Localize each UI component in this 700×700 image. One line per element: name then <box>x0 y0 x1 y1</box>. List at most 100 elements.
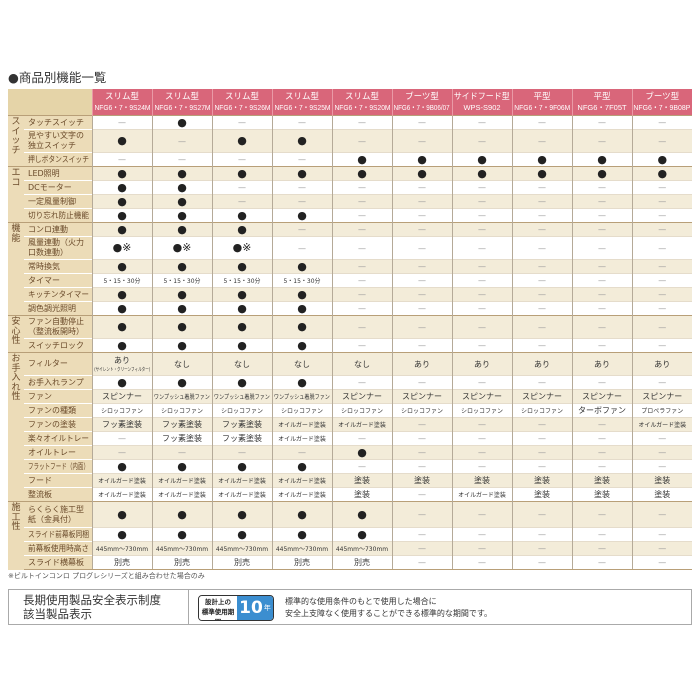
feature-no-cell: — <box>631 115 692 130</box>
feature-yes-cell: ● <box>91 166 152 181</box>
feature-yes-cell: ● <box>211 129 272 153</box>
feature-no-cell: — <box>211 194 272 209</box>
cell-value: プロペラファン <box>641 407 684 415</box>
cell-value: — <box>658 211 667 220</box>
cell-value: — <box>658 183 667 192</box>
feature-label: フード <box>28 475 52 485</box>
feature-label: スイッチロック <box>28 340 84 350</box>
cell-value: — <box>418 211 426 220</box>
column-header: ブーツ型 NFG6・7・9B08P <box>631 89 692 116</box>
cell-value: — <box>658 197 667 206</box>
cell-value: — <box>538 118 546 127</box>
cell-value: ● <box>117 287 127 301</box>
cell-value: — <box>358 462 366 471</box>
feature-label-cell: ファン <box>24 389 92 404</box>
feature-no-cell: — <box>91 115 152 130</box>
cell-value: — <box>658 262 667 271</box>
cell-value: — <box>598 341 606 350</box>
cell-value: 塗装 <box>474 476 490 485</box>
cell-value: オイルガード塗装 <box>638 421 687 429</box>
column-header: 平型 NFG6・7F05T <box>571 89 632 116</box>
feature-no-cell: — <box>331 431 392 446</box>
feature-yes-cell: ● <box>151 315 212 339</box>
cell-value: ● <box>177 320 187 333</box>
column-type: スリム型 <box>284 91 319 102</box>
feature-label: お手入れランプ <box>28 377 84 387</box>
cell-value: — <box>418 544 426 553</box>
feature-no-cell: — <box>391 301 452 316</box>
feature-no-cell: — <box>511 180 572 195</box>
cell-value: — <box>478 462 486 471</box>
feature-yes-cell: ● <box>211 315 272 339</box>
column-model: NFG6・7・9S26M <box>214 102 270 112</box>
feature-yes-cell: ● <box>451 152 512 167</box>
feature-no-cell: — <box>151 445 212 460</box>
value-cell: ●※ <box>151 236 212 260</box>
cell-value: オイルガード塗装 <box>278 421 326 429</box>
cell-value: シロッコファン <box>220 407 263 415</box>
column-type: スリム型 <box>164 91 199 102</box>
safety-heading: 長期使用製品安全表示制度 該当製品表示 <box>9 590 189 624</box>
feature-no-cell: — <box>631 527 692 542</box>
cell-value: 5・15・30分 <box>163 277 201 285</box>
cell-value: 塗装 <box>654 476 671 485</box>
cell-value: — <box>478 378 486 387</box>
cell-value: — <box>418 530 426 539</box>
column-header: サイドフード型 WPS-S902 <box>451 89 512 116</box>
cell-value: オイルガード塗装 <box>218 477 266 485</box>
cell-value: — <box>658 243 667 253</box>
cell-value: — <box>418 448 426 457</box>
feature-no-cell: — <box>631 236 692 260</box>
feature-no-cell: — <box>511 555 572 570</box>
feature-label: 整流板 <box>28 489 52 499</box>
value-cell: オイルガード塗装 <box>151 473 212 488</box>
cell-value: ● <box>657 152 668 166</box>
feature-no-cell: — <box>571 541 632 556</box>
feature-yes-cell: ● <box>211 501 272 528</box>
feature-yes-cell: ● <box>91 287 152 302</box>
feature-label: らくらく施工型紙（金具付） <box>28 504 84 524</box>
cell-value: ● <box>297 208 307 222</box>
cell-value: ● <box>117 301 127 315</box>
cell-value: ● <box>117 375 127 389</box>
feature-no-cell: — <box>391 501 452 528</box>
cell-value: — <box>118 155 126 164</box>
cell-value: フッ素塗装 <box>102 420 142 429</box>
column-header: ブーツ型 NFG6・7・9B06/07 <box>391 89 452 116</box>
cell-value: 塗装 <box>534 490 550 499</box>
section-label: エコ <box>8 166 24 223</box>
cell-value: あり <box>534 359 550 369</box>
feature-no-cell: — <box>571 459 632 474</box>
feature-yes-cell: ● <box>211 166 272 181</box>
feature-no-cell: — <box>451 417 512 432</box>
value-cell: オイルガード塗装 <box>271 473 332 488</box>
cell-value: スピンナー <box>522 392 562 401</box>
feature-label-cell: お手入れランプ <box>24 375 92 390</box>
cell-value: ● <box>297 375 307 389</box>
value-cell: フッ素塗装 <box>211 417 272 432</box>
table-row: スライド前幕板同梱 ● ● ● ● ● — — — — — <box>8 527 692 542</box>
cell-value: ● <box>597 166 607 180</box>
feature-no-cell: — <box>271 236 332 260</box>
cell-value: — <box>358 136 366 146</box>
column-header: スリム型 NFG6・7・9S24M <box>91 89 152 116</box>
cell-value: — <box>238 197 246 206</box>
safety-heading-line2: 該当製品表示 <box>23 607 92 621</box>
cell-value: オイルガード塗装 <box>98 477 146 485</box>
cell-value: ● <box>297 527 307 541</box>
feature-yes-cell: ● <box>571 152 632 167</box>
cell-value: — <box>538 448 546 457</box>
feature-yes-cell: ● <box>151 459 212 474</box>
cell-value: — <box>658 225 667 234</box>
feature-no-cell: — <box>451 236 512 260</box>
cell-value: — <box>358 118 366 127</box>
feature-no-cell: — <box>331 259 392 274</box>
feature-no-cell: — <box>631 555 692 570</box>
feature-no-cell: — <box>511 417 572 432</box>
cell-value: — <box>658 544 667 553</box>
cell-value: オイルガード塗装 <box>158 491 206 499</box>
cell-value: ● <box>477 166 487 180</box>
cell-value: ● <box>237 320 247 333</box>
cell-value: なし <box>174 359 190 369</box>
column-model: NFG6・7・9F06M <box>514 102 570 112</box>
